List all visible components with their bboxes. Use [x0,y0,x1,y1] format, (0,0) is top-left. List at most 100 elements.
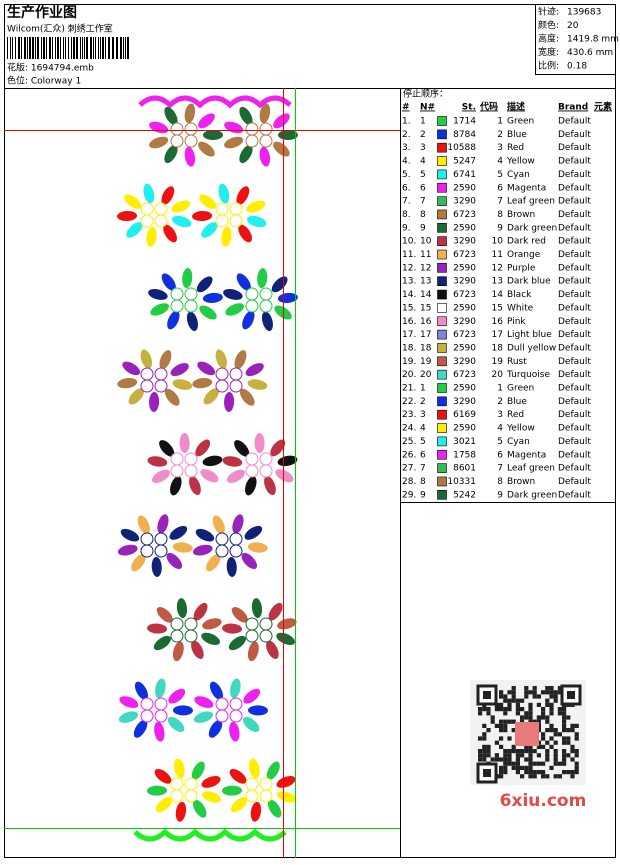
flower [229,544,243,558]
qr-module [557,774,562,779]
leaf [148,289,168,300]
code: 6 [497,450,503,460]
leaf [189,476,201,496]
needle: 9 [420,223,426,233]
flower [184,629,198,643]
info-label: 针迹: [538,6,559,18]
leaf [117,544,138,556]
qr-module [515,761,520,766]
leaf [261,311,273,331]
flower [259,464,273,478]
qr-module [562,719,567,724]
color-swatch [437,343,447,353]
leaf [218,183,230,204]
leaf [147,623,168,634]
brand: Default [558,424,591,434]
qr-module [503,707,508,712]
description: Dark green [507,490,557,500]
leaf [277,618,297,630]
colorway: 色位: Colorway 1 [7,75,81,87]
qr-module [545,686,550,691]
flower [259,789,273,803]
flower [170,629,184,643]
bar [105,37,106,59]
stitches: 2590 [453,384,476,394]
info-value: 0.18 [567,62,587,72]
leaf [277,292,298,303]
qr-module [562,736,567,741]
leaf [222,623,243,634]
color-swatch [437,476,447,487]
leaf [201,775,221,788]
info-value: 1419.8 mm [567,35,619,45]
brand: Default [558,223,591,233]
leaf [201,222,218,238]
leaf [238,224,252,243]
qr-module [528,757,533,762]
leaf [239,106,253,125]
qr-module [482,749,487,754]
leaf [159,350,172,370]
flower [245,464,259,478]
leaf [264,476,276,496]
bar [21,37,22,59]
stitches: 6723 [453,210,476,220]
flower [140,202,154,216]
qr-module [549,736,554,741]
color-swatch [437,249,447,260]
flower [184,464,198,478]
leaf [230,796,248,813]
color-swatch [437,129,447,140]
border-scallop [133,828,287,842]
color-swatch [437,276,447,287]
leaf [119,696,139,708]
leaf [226,556,237,577]
stitches: 3290 [453,357,476,367]
bar [73,37,75,59]
qr-module [524,744,529,749]
leaf [245,363,264,377]
qr-module [562,728,567,733]
leaf [199,194,217,209]
leaf [197,361,216,376]
qr-module [520,753,525,758]
leaf [242,310,255,330]
bar [65,37,66,59]
row-index: 5. [402,170,411,180]
row-index: 14. [402,290,416,300]
leaf [242,716,260,733]
column-header: 元素 [594,101,612,113]
qr-module [536,753,541,758]
flower [154,709,168,723]
flower [259,287,273,301]
row-index: 1. [402,117,411,127]
row-index: 6. [402,183,411,193]
needle: 5 [420,170,426,180]
description: Cyan [507,170,530,180]
flower [154,202,168,216]
bar [84,37,85,59]
leaf [246,200,266,213]
flower [259,299,273,313]
watermark: 6xiu.com [500,791,587,811]
qr-module [557,711,562,716]
qr-module [549,711,554,716]
qr-module [549,690,554,695]
color-swatch [437,409,447,420]
row-index: 20. [402,370,416,380]
flower [215,202,229,216]
qr-module [503,719,508,724]
row-index: 4. [402,157,411,167]
leaf [243,688,261,704]
qr-module [528,770,533,775]
needle: 11 [420,250,431,260]
qr-code [470,680,586,785]
leaf [250,801,262,822]
qr-module [520,698,525,703]
qr-module [570,728,575,733]
stitches: 3290 [453,277,476,287]
qr-module [515,770,520,775]
qr-module [499,765,504,770]
code: 2 [497,130,503,140]
leaf [226,469,245,483]
